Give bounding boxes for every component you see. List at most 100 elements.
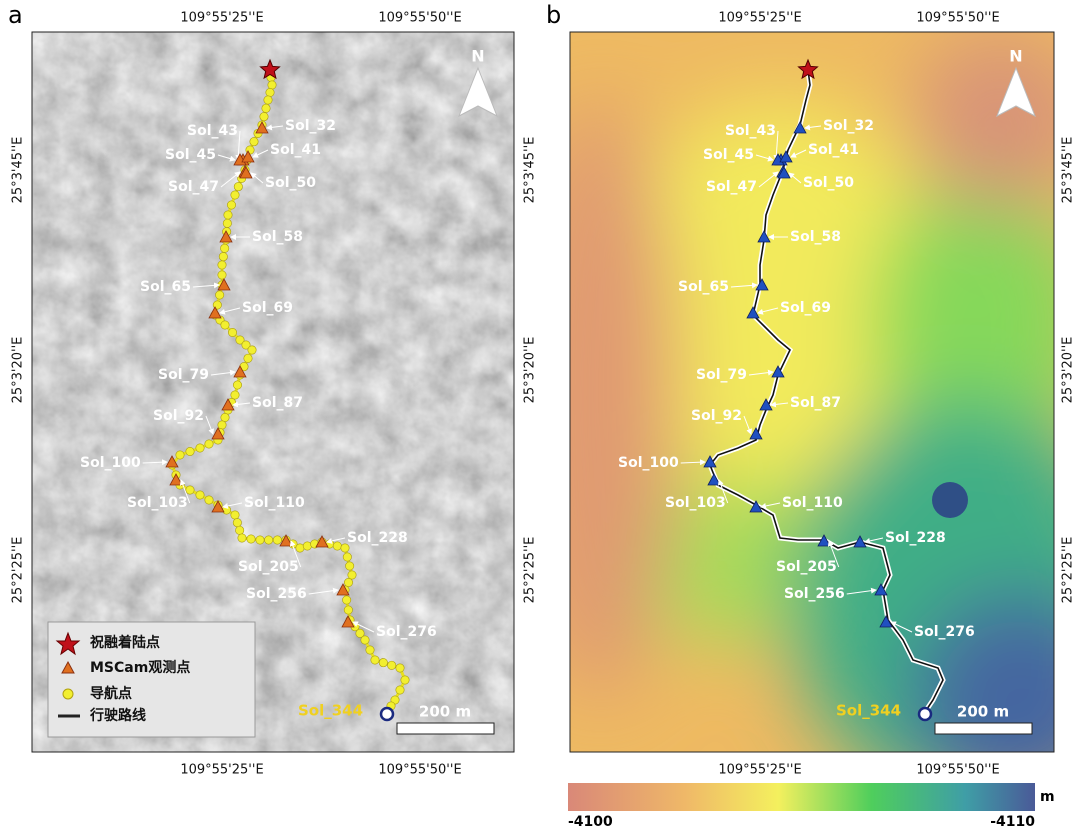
sol-label: Sol_110 (782, 495, 843, 511)
colorbar (568, 783, 1035, 811)
sol-label: Sol_69 (242, 300, 293, 316)
sol-pointer (222, 502, 243, 509)
latitude-label: 25°3'20''E (523, 337, 538, 404)
sol-pointer (804, 124, 822, 131)
nav-point (246, 534, 256, 544)
mscam-point (793, 121, 807, 134)
latitude-label: 25°3'45''E (523, 137, 538, 204)
nav-point (195, 443, 205, 453)
nav-point (237, 533, 247, 543)
mscam-point (165, 455, 179, 468)
nav-point (215, 290, 225, 300)
mscam-point (749, 427, 763, 440)
landing-site (797, 58, 819, 80)
sol-label: Sol_110 (244, 495, 305, 511)
sol-pointer (717, 479, 729, 504)
longitude-label: 109°55'25''E (718, 763, 801, 778)
mscam-point (219, 230, 233, 243)
mscam-point (759, 398, 773, 411)
sol-label: Sol_58 (790, 229, 841, 245)
longitude-label: 109°55'25''E (180, 763, 263, 778)
mscam-point (879, 615, 893, 628)
sol-label: Sol_100 (618, 455, 679, 471)
sol-label: Sol_103 (127, 495, 188, 511)
sol-label: Sol_43 (187, 123, 238, 139)
nav-point (247, 345, 257, 355)
colorbar-unit: m (1040, 789, 1055, 805)
nav-point (217, 260, 227, 270)
sol-label: Sol_100 (80, 455, 141, 471)
mscam-point (241, 150, 255, 163)
sol-pointer (760, 502, 781, 509)
sol-pointer (352, 621, 375, 633)
nav-point (230, 510, 240, 520)
colorbar-max: -4110 (990, 814, 1035, 830)
latitude-label: 25°3'20''E (11, 337, 26, 404)
sol-pointer (235, 130, 242, 161)
sol-label: Sol_41 (808, 142, 859, 158)
sol-label: Sol_43 (725, 123, 776, 139)
sol-pointer (757, 307, 779, 315)
mscam-point (779, 150, 793, 163)
nav-point (370, 655, 380, 665)
nav-point (340, 543, 350, 553)
scale-label: 200 m (419, 703, 471, 721)
mscam-point (169, 473, 183, 486)
nav-point (235, 335, 245, 345)
longitude-label: 109°55'50''E (916, 11, 999, 26)
sol-pointer (308, 587, 339, 595)
mscam-point (341, 615, 355, 628)
nav-point (233, 380, 243, 390)
sol-pointer (730, 282, 758, 289)
sol-label: Sol_205 (238, 559, 299, 575)
mscam-point (746, 306, 760, 319)
sol-label: Sol_41 (270, 142, 321, 158)
sol-label: Sol_87 (252, 395, 303, 411)
sol-label: Sol_50 (803, 175, 854, 191)
panel-b-frame (569, 31, 1055, 753)
sol-label: Sol_79 (158, 367, 209, 383)
legend-dot (62, 688, 74, 700)
nav-point (360, 635, 370, 645)
nav-point (264, 535, 274, 545)
nav-point (249, 137, 259, 147)
sol-label: Sol_79 (696, 367, 747, 383)
sol-label: Sol_65 (678, 279, 729, 295)
nav-point (265, 88, 275, 98)
sol-pointer (773, 130, 780, 161)
sol-pointer (179, 479, 191, 504)
legend-label: MSCam观测点 (90, 659, 190, 676)
legend-box (47, 621, 256, 738)
scale-bar (396, 722, 495, 735)
sol-pointer (758, 171, 779, 188)
sol-pointer (252, 149, 269, 158)
mscam-point (777, 166, 791, 179)
latitude-label: 25°2'25''E (523, 537, 538, 604)
sol-pointer (827, 540, 840, 568)
mscam-point (874, 583, 888, 596)
legend-star (55, 631, 81, 656)
latitude-label: 25°2'25''E (11, 537, 26, 604)
longitude-label: 109°55'25''E (718, 11, 801, 26)
north-arrow (458, 66, 498, 118)
mscam-point (853, 535, 867, 548)
panel-b-image (570, 32, 1054, 752)
sol-label: Sol_256 (784, 586, 845, 602)
north-label: N (471, 47, 484, 66)
longitude-label: 109°55'50''E (378, 11, 461, 26)
sol-label: Sol_32 (285, 118, 336, 134)
nav-point (343, 605, 353, 615)
colorbar-min: -4100 (568, 814, 613, 830)
sol-label: Sol_58 (252, 229, 303, 245)
nav-point (175, 450, 185, 460)
nav-point (230, 390, 240, 400)
mscam-point (707, 473, 721, 486)
sol-pointer (326, 537, 346, 544)
sol-pointer (890, 621, 913, 633)
longitude-label: 109°55'25''E (180, 11, 263, 26)
sol-pointer (743, 415, 752, 435)
nav-point (204, 495, 214, 505)
sol-pointer (788, 172, 802, 184)
nav-point (342, 595, 352, 605)
legend-label: 祝融着陆点 (90, 634, 160, 651)
